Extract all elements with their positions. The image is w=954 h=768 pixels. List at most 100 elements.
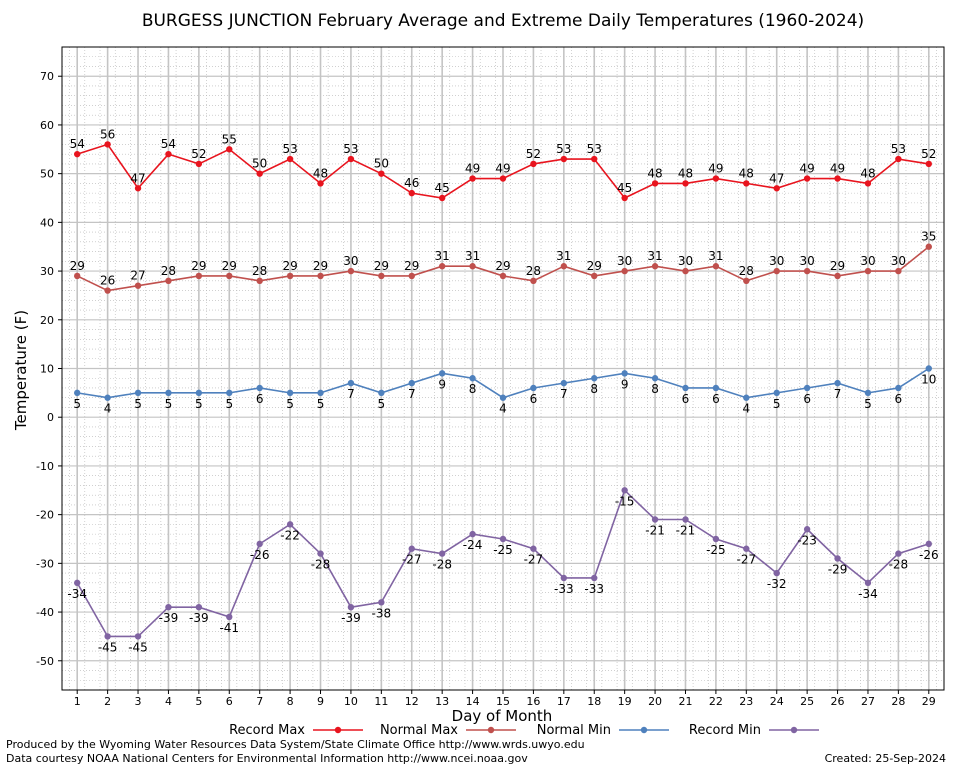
data-point: [560, 155, 568, 163]
legend-swatch-marker: [640, 726, 648, 734]
data-label: 31: [647, 249, 662, 263]
data-point: [74, 389, 81, 397]
chart-title: BURGESS JUNCTION February Average and Ex…: [142, 11, 864, 31]
data-point: [682, 180, 689, 187]
legend: Record Max Normal Max Normal Min Record Min: [229, 723, 819, 738]
data-point: [256, 277, 263, 285]
x-tick-label: 21: [678, 695, 692, 708]
data-label: 29: [282, 259, 297, 273]
x-tick-label: 28: [891, 695, 905, 708]
data-point: [621, 267, 628, 275]
x-tick-label: 2: [104, 695, 111, 708]
data-point: [895, 155, 902, 163]
legend-label: Normal Min: [537, 723, 611, 738]
series-normal-max: 29 26 27 28 29 29 28 29 29 30 29 29 31 31 29 28 31 29 30 31…: [70, 230, 936, 294]
data-label: 5: [317, 397, 325, 411]
data-label: -24: [463, 538, 483, 552]
data-point: [317, 180, 324, 187]
data-label: 6: [530, 392, 538, 406]
data-label: 49: [799, 162, 814, 176]
data-label: -39: [159, 611, 179, 625]
data-label: 5: [73, 397, 81, 411]
x-tick-label: 14: [466, 695, 480, 708]
data-point: [743, 545, 750, 552]
data-label: 48: [860, 166, 875, 180]
data-label: 30: [343, 254, 358, 268]
data-label: -15: [615, 494, 635, 508]
data-label: 5: [225, 397, 233, 411]
x-tick-label: 15: [496, 695, 510, 708]
data-point: [560, 263, 568, 270]
data-label: 31: [435, 249, 450, 263]
x-tick-label: 8: [287, 695, 294, 708]
y-tick-label: -30: [36, 557, 54, 570]
data-label: 29: [495, 259, 510, 273]
data-point: [438, 370, 446, 377]
data-label: 6: [712, 392, 720, 406]
data-point: [651, 180, 659, 187]
data-label: 49: [708, 162, 723, 176]
data-label: 56: [100, 127, 115, 141]
data-label: -27: [524, 553, 544, 567]
data-label: -38: [372, 606, 392, 620]
x-tick-label: 3: [135, 695, 142, 708]
data-label: 27: [130, 269, 145, 283]
data-point: [925, 160, 932, 168]
data-label: -32: [767, 577, 787, 591]
data-point: [651, 516, 659, 523]
x-tick-label: 22: [709, 695, 723, 708]
x-tick-label: 11: [374, 695, 388, 708]
data-label: 35: [921, 230, 936, 244]
data-point: [803, 267, 811, 275]
legend-label: Record Max: [229, 723, 305, 738]
data-label: -45: [98, 640, 118, 654]
data-point: [895, 384, 902, 392]
data-label: 49: [830, 162, 845, 176]
data-label: 50: [252, 157, 267, 171]
data-label: 48: [313, 166, 328, 180]
data-label: 30: [678, 254, 693, 268]
data-label: 29: [830, 259, 845, 273]
data-point: [499, 272, 507, 280]
data-point: [195, 272, 203, 280]
legend-swatch-marker: [790, 726, 798, 734]
data-label: -34: [67, 587, 87, 601]
x-tick-label: 10: [344, 695, 358, 708]
data-label: 7: [408, 387, 416, 401]
data-label: 31: [465, 249, 480, 263]
x-axis-label: Day of Month: [452, 707, 553, 725]
data-label: 31: [708, 249, 723, 263]
data-point: [682, 384, 689, 392]
x-tick-label: 23: [739, 695, 753, 708]
data-point: [895, 550, 902, 557]
y-tick-label: -40: [36, 606, 54, 619]
data-label: -39: [341, 611, 361, 625]
y-tick-label: 0: [47, 411, 54, 424]
data-point: [530, 277, 537, 285]
data-label: 47: [769, 171, 784, 185]
y-axis-label: Temperature (F): [12, 310, 30, 431]
data-label: 7: [347, 387, 355, 401]
data-label: 5: [286, 397, 294, 411]
x-tick-label: 25: [800, 695, 814, 708]
x-tick-label: 17: [557, 695, 571, 708]
data-label: 28: [739, 264, 754, 278]
data-label: -27: [402, 553, 422, 567]
data-label: 8: [469, 382, 477, 396]
y-tick-label: -10: [36, 460, 54, 473]
data-point: [378, 599, 385, 606]
data-point: [256, 384, 263, 392]
y-tick-label: 30: [40, 265, 54, 278]
x-tick-label: 18: [587, 695, 601, 708]
legend-item: Normal Min: [537, 723, 669, 738]
data-label: 30: [799, 254, 814, 268]
data-point: [408, 272, 415, 280]
data-label: 10: [921, 373, 936, 387]
data-label: -29: [828, 562, 848, 576]
data-point: [743, 394, 750, 401]
y-tick-label: 50: [40, 168, 54, 181]
data-label: -23: [797, 533, 817, 547]
data-label: 28: [526, 264, 541, 278]
